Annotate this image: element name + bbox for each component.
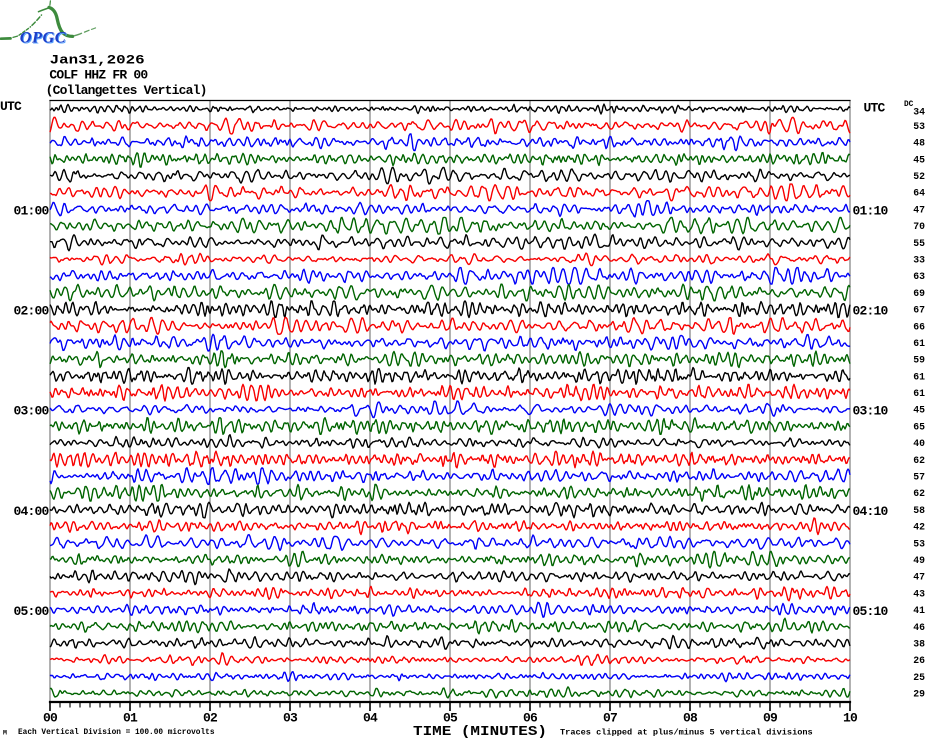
svg-text:66: 66 <box>913 321 925 332</box>
svg-text:04:10: 04:10 <box>853 504 889 519</box>
svg-text:06: 06 <box>523 711 538 726</box>
svg-text:OPGC: OPGC <box>20 27 67 46</box>
svg-text:02:00: 02:00 <box>13 304 49 319</box>
svg-text:70: 70 <box>913 221 925 232</box>
svg-text:02: 02 <box>203 711 218 726</box>
svg-text:02:10: 02:10 <box>853 304 889 319</box>
svg-text:62: 62 <box>913 488 925 499</box>
svg-text:Jan31,2026: Jan31,2026 <box>50 53 145 68</box>
svg-text:65: 65 <box>913 421 925 432</box>
svg-text:53: 53 <box>913 538 925 549</box>
svg-text:62: 62 <box>913 455 925 466</box>
svg-text:47: 47 <box>913 204 925 215</box>
svg-text:69: 69 <box>913 288 925 299</box>
svg-text:TIME (MINUTES): TIME (MINUTES) <box>413 725 547 740</box>
svg-text:40: 40 <box>913 438 925 449</box>
svg-text:UTC: UTC <box>864 100 886 115</box>
svg-text:34: 34 <box>913 107 925 118</box>
svg-text:UTC: UTC <box>0 99 22 114</box>
svg-text:29: 29 <box>913 689 925 700</box>
svg-text:26: 26 <box>913 655 925 666</box>
svg-text:57: 57 <box>913 472 925 483</box>
svg-text:52: 52 <box>913 171 925 182</box>
svg-text:46: 46 <box>913 622 925 633</box>
svg-text:45: 45 <box>913 154 925 165</box>
svg-text:59: 59 <box>913 355 925 366</box>
svg-text:53: 53 <box>913 121 925 132</box>
svg-text:M: M <box>3 730 7 737</box>
svg-text:49: 49 <box>913 555 925 566</box>
svg-text:01:00: 01:00 <box>13 203 49 218</box>
svg-text:00: 00 <box>43 711 58 726</box>
svg-text:05:10: 05:10 <box>853 604 889 619</box>
svg-text:55: 55 <box>913 238 925 249</box>
svg-text:04: 04 <box>363 711 378 726</box>
svg-text:05: 05 <box>443 711 458 726</box>
svg-text:(Collangettes Vertical): (Collangettes Vertical) <box>46 83 207 98</box>
svg-text:03: 03 <box>283 711 298 726</box>
svg-text:33: 33 <box>913 255 925 266</box>
svg-text:63: 63 <box>913 271 925 282</box>
svg-text:COLF HHZ FR 00: COLF HHZ FR 00 <box>49 67 148 82</box>
svg-text:42: 42 <box>913 522 925 533</box>
svg-text:03:00: 03:00 <box>13 404 49 419</box>
svg-text:38: 38 <box>913 639 925 650</box>
svg-text:03:10: 03:10 <box>853 404 889 419</box>
svg-text:07: 07 <box>603 711 617 726</box>
svg-text:43: 43 <box>913 588 925 599</box>
svg-text:05:00: 05:00 <box>13 604 49 619</box>
svg-text:Traces clipped at plus/minus 5: Traces clipped at plus/minus 5 vertical … <box>560 727 813 737</box>
svg-text:61: 61 <box>913 338 925 349</box>
svg-text:45: 45 <box>913 405 925 416</box>
svg-text:OPGC: OPGC <box>21 28 68 47</box>
svg-text:64: 64 <box>913 188 925 199</box>
svg-text:Each Vertical Division = 100.: Each Vertical Division = 100.00 microvol… <box>18 729 215 737</box>
svg-text:25: 25 <box>913 672 925 683</box>
svg-text:48: 48 <box>913 138 925 149</box>
svg-text:10: 10 <box>843 711 858 726</box>
svg-text:61: 61 <box>913 388 925 399</box>
svg-text:67: 67 <box>913 305 925 316</box>
svg-text:08: 08 <box>683 711 698 726</box>
svg-text:41: 41 <box>913 605 925 616</box>
svg-text:04:00: 04:00 <box>13 504 49 519</box>
svg-text:DC: DC <box>904 101 914 109</box>
svg-text:01:10: 01:10 <box>853 203 889 218</box>
svg-text:47: 47 <box>913 572 925 583</box>
svg-text:01: 01 <box>123 711 138 726</box>
svg-text:09: 09 <box>763 711 778 726</box>
svg-text:61: 61 <box>913 371 925 382</box>
svg-text:58: 58 <box>913 505 925 516</box>
